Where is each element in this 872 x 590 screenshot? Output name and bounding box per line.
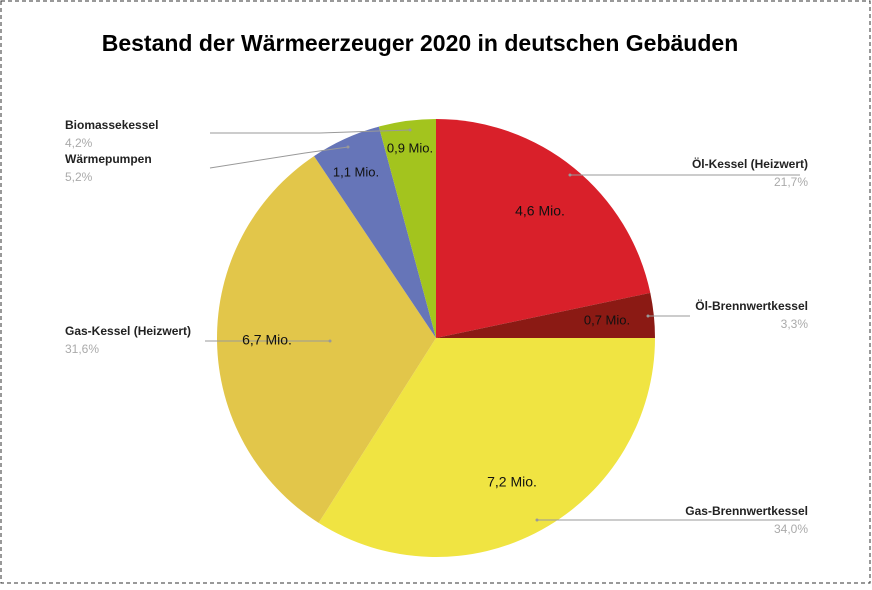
pie-slice (436, 292, 655, 338)
leader-line (209, 146, 349, 169)
value-label: 0,7 Mio. (584, 312, 630, 327)
leader-line (210, 129, 411, 134)
share-label: 3,3% (781, 317, 809, 331)
share-label: 21,7% (774, 175, 808, 189)
share-label: 34,0% (774, 522, 808, 536)
value-label: 1,1 Mio. (333, 164, 379, 179)
leader-dot (568, 173, 572, 177)
value-label: 6,7 Mio. (242, 332, 292, 348)
share-label: 4,2% (65, 136, 93, 150)
legend-label: Biomassekessel (65, 118, 158, 132)
legend-label: Wärmepumpen (65, 152, 152, 166)
leader-dot (646, 314, 650, 318)
legend-label: Öl-Brennwertkessel (695, 298, 808, 313)
value-label: 4,6 Mio. (515, 203, 565, 219)
leader-dot (346, 145, 350, 149)
value-label: 0,9 Mio. (387, 140, 433, 155)
leader-dot (408, 128, 412, 132)
legend-label: Öl-Kessel (Heizwert) (692, 156, 808, 171)
share-label: 31,6% (65, 342, 99, 356)
leader-dot (328, 339, 332, 343)
chart-title: Bestand der Wärmeerzeuger 2020 in deutsc… (102, 30, 739, 56)
pie-slice (436, 119, 651, 338)
share-label: 5,2% (65, 170, 93, 184)
pie-slice (314, 126, 436, 338)
pie-slice (216, 156, 436, 523)
pie-slice (318, 338, 655, 557)
legend-label: Gas-Kessel (Heizwert) (65, 324, 191, 338)
legend-label: Gas-Brennwertkessel (685, 504, 808, 518)
pie-slice (378, 119, 436, 338)
value-label: 7,2 Mio. (487, 474, 537, 490)
leader-dot (535, 518, 539, 522)
